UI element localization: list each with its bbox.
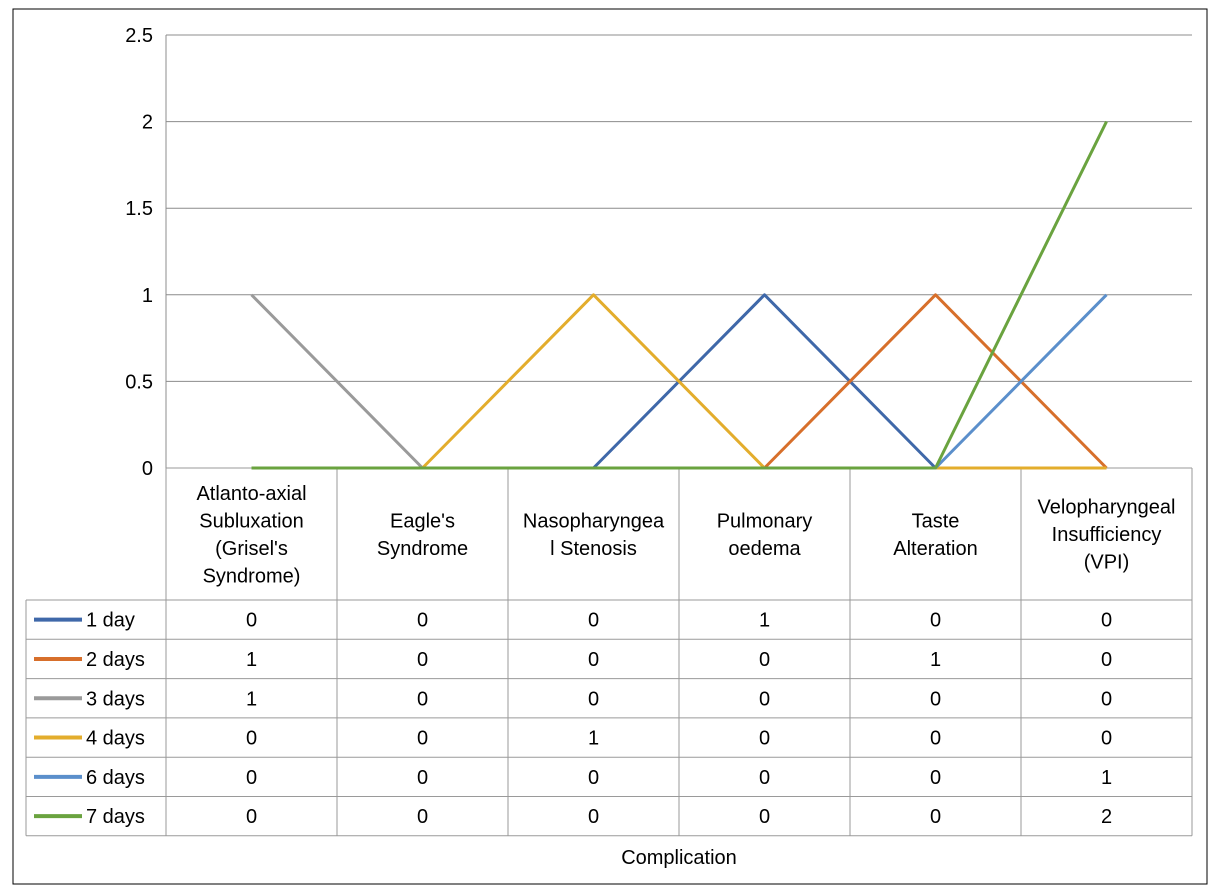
table-cell-value: 0 — [417, 806, 428, 828]
table-cell-value: 0 — [588, 688, 599, 710]
series-lines — [250, 120, 1108, 470]
series-line — [251, 120, 1108, 470]
table-cell-value: 0 — [759, 728, 770, 750]
table-cell-value: 1 — [930, 649, 941, 671]
x-axis-label: Complication — [621, 847, 737, 869]
category-label: Syndrome) — [203, 565, 301, 587]
table-cell-value: 0 — [930, 806, 941, 828]
y-tick-label: 0 — [142, 458, 153, 480]
y-tick-label: 2.5 — [125, 25, 153, 47]
category-label: l Stenosis — [550, 538, 637, 560]
table-cell-value: 1 — [759, 610, 770, 632]
legend-entry: 7 days — [86, 806, 145, 828]
category-label: Taste — [912, 510, 960, 532]
table-cell-value: 0 — [1101, 688, 1112, 710]
table-cell-value: 0 — [246, 610, 257, 632]
category-label: Pulmonary — [717, 510, 813, 532]
table-cell-value: 0 — [1101, 649, 1112, 671]
table-cell-value: 0 — [759, 767, 770, 789]
category-label: Alteration — [893, 538, 978, 560]
table-cell-value: 0 — [417, 728, 428, 750]
chart-border — [12, 8, 1208, 885]
y-axis-tick-labels: 0 0.5 1 1.5 2 2.5 — [125, 25, 153, 480]
table-cell-value: 0 — [930, 767, 941, 789]
category-label: Syndrome — [377, 538, 468, 560]
y-tick-label: 1.5 — [125, 198, 153, 220]
table-cell-value: 0 — [588, 806, 599, 828]
legend-entry: 6 days — [86, 767, 145, 789]
legend-entry: 2 days — [86, 649, 145, 671]
table-cell-value: 0 — [417, 649, 428, 671]
table-cell-value: 1 — [246, 649, 257, 671]
table-cell-value: 0 — [588, 767, 599, 789]
y-tick-label: 0.5 — [125, 371, 153, 393]
category-label: Nasopharyngea — [523, 510, 665, 532]
category-label: Eagle's — [390, 510, 455, 532]
category-label: Velopharyngeal — [1038, 497, 1176, 519]
table-cell-value: 0 — [417, 767, 428, 789]
table-cell-value: 0 — [417, 688, 428, 710]
table-cell-value: 0 — [759, 806, 770, 828]
table-cell-value: 0 — [246, 728, 257, 750]
legend-entry: 1 day — [86, 610, 135, 632]
category-label: (Grisel's — [215, 538, 288, 560]
table-cell-value: 0 — [1101, 610, 1112, 632]
table-cell-value: 0 — [246, 806, 257, 828]
y-tick-label: 1 — [142, 285, 153, 307]
table-cell-value: 1 — [588, 728, 599, 750]
table-cell-value: 2 — [1101, 806, 1112, 828]
table-cell-value: 0 — [1101, 728, 1112, 750]
table-cell-value: 0 — [930, 610, 941, 632]
y-tick-label: 2 — [142, 112, 153, 134]
category-label: Subluxation — [199, 510, 304, 532]
legend-entry: 4 days — [86, 728, 145, 750]
table-cell-value: 0 — [417, 610, 428, 632]
table-cell-value: 0 — [759, 649, 770, 671]
table-cell-value: 0 — [930, 688, 941, 710]
table-cell-value: 0 — [588, 610, 599, 632]
category-label: Insufficiency — [1052, 524, 1162, 546]
table-cell-value: 0 — [759, 688, 770, 710]
table-cell-value: 1 — [1101, 767, 1112, 789]
legend-entry: 3 days — [86, 688, 145, 710]
table-cell-value: 0 — [930, 728, 941, 750]
category-label: Atlanto-axial — [196, 483, 306, 505]
table-cell-value: 0 — [588, 649, 599, 671]
table-cell-value: 0 — [246, 767, 257, 789]
table-cell-value: 1 — [246, 688, 257, 710]
category-label: oedema — [728, 538, 801, 560]
category-label: (VPI) — [1084, 552, 1130, 574]
